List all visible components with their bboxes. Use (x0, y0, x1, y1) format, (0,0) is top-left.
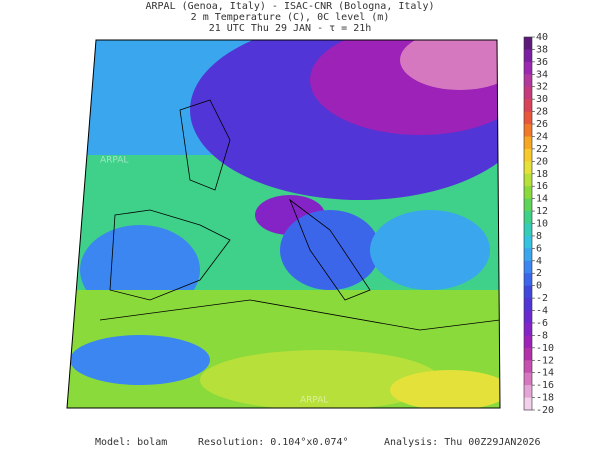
colorbar-cell (524, 124, 532, 137)
colorbar-tick-label: 2 (536, 268, 542, 279)
colorbar-cell (524, 372, 532, 386)
colorbar-cell (524, 173, 532, 187)
colorbar-tick-label: 32 (536, 82, 548, 93)
colorbar-tick-label: 38 (536, 44, 548, 55)
colorbar-cell (524, 285, 532, 299)
colorbar-tick-label: -18 (536, 393, 554, 404)
colorbar-cell (524, 397, 532, 411)
colorbar: 4038363432302826242220181614121086420-2-… (523, 32, 554, 416)
colorbar-cell (524, 235, 532, 249)
colorbar-tick-label: -8 (536, 330, 548, 341)
colorbar-cell (524, 385, 532, 399)
colorbar-cell (524, 86, 532, 100)
colorbar-tick-label: 16 (536, 181, 548, 192)
colorbar-cell (524, 298, 532, 312)
colorbar-tick-label: 6 (536, 243, 542, 254)
colorbar-cell (524, 49, 532, 63)
watermark: ARPAL (100, 156, 128, 166)
colorbar-cell (524, 136, 532, 150)
footer-model: Model: bolam (95, 437, 167, 448)
colorbar-tick-label: -14 (536, 368, 554, 379)
colorbar-cell (524, 37, 532, 50)
colorbar-tick-label: 36 (536, 57, 548, 68)
colorbar-cell (524, 248, 532, 262)
colorbar-tick-label: 26 (536, 119, 548, 130)
header-line: 2 m Temperature (C), 0C level (m) (191, 12, 390, 23)
colorbar-tick-label: 22 (536, 144, 548, 155)
colorbar-tick-label: 40 (536, 32, 548, 43)
colorbar-cell (524, 111, 532, 125)
colorbar-cell (524, 273, 532, 287)
colorbar-cell (524, 322, 532, 336)
map-frame (66, 39, 501, 409)
colorbar-tick-label: -2 (536, 293, 548, 304)
colorbar-tick-label: 34 (536, 69, 548, 80)
colorbar-tick-label: 0 (536, 281, 542, 292)
colorbar-tick-label: -20 (536, 405, 554, 416)
colorbar-tick-label: -4 (536, 306, 548, 317)
colorbar-tick-label: 8 (536, 231, 542, 242)
colorbar-tick-label: 14 (536, 194, 548, 205)
colorbar-tick-label: 4 (536, 256, 542, 267)
colorbar-cell (524, 347, 532, 361)
header-line: 21 UTC Thu 29 JAN - τ = 21h (209, 23, 372, 34)
colorbar-cell (524, 74, 532, 88)
colorbar-cell (524, 198, 532, 212)
colorbar-cell (524, 61, 532, 75)
colorbar-cell (524, 148, 532, 162)
colorbar-tick-label: -16 (536, 380, 554, 391)
map: ARPAL ARPAL (67, 40, 500, 408)
colorbar-cell (524, 335, 532, 349)
colorbar-cell (524, 360, 532, 374)
colorbar-tick-label: 12 (536, 206, 548, 217)
footer-analysis: Analysis: Thu 00Z29JAN2026 (384, 437, 541, 448)
colorbar-tick-label: -12 (536, 355, 554, 366)
colorbar-cell (524, 310, 532, 324)
colorbar-tick-label: 28 (536, 107, 548, 118)
colorbar-tick-label: -10 (536, 343, 554, 354)
colorbar-tick-label: 18 (536, 169, 548, 180)
colorbar-tick-label: 20 (536, 156, 548, 167)
colorbar-cell (524, 186, 532, 200)
header-line: ARPAL (Genoa, Italy) - ISAC-CNR (Bologna… (146, 1, 435, 12)
colorbar-cell (524, 161, 532, 175)
colorbar-cell (524, 211, 532, 224)
colorbar-cell (524, 223, 532, 237)
colorbar-tick-label: -6 (536, 318, 548, 329)
watermark: ARPAL (300, 396, 328, 406)
colorbar-tick-label: 30 (536, 94, 548, 105)
colorbar-tick-label: 10 (536, 219, 548, 230)
colorbar-cell (524, 99, 532, 113)
colorbar-tick-label: 24 (536, 131, 548, 142)
colorbar-cell (524, 260, 532, 274)
footer-resolution: Resolution: 0.104°x0.074° (198, 437, 349, 448)
